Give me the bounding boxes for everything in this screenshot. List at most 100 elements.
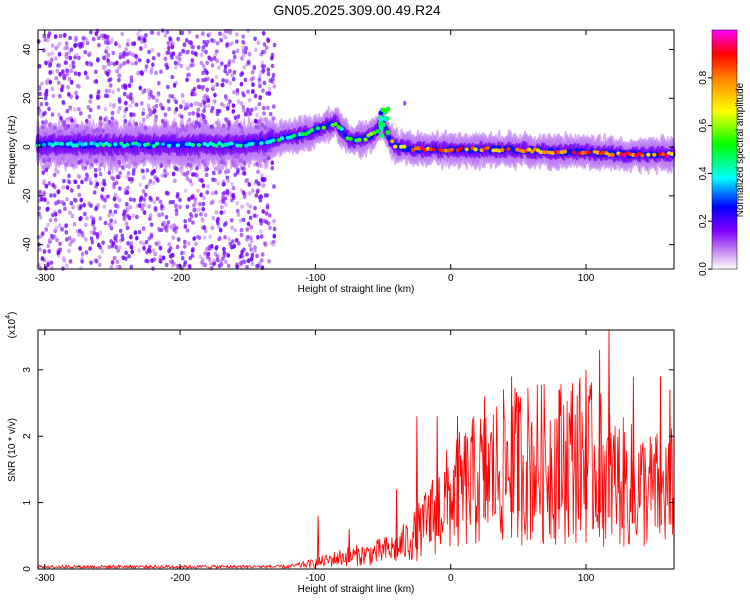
spectrogram-peak [375, 129, 380, 134]
spectrogram-noise-dot [88, 107, 93, 113]
spectrogram-noise-dot [131, 52, 135, 57]
spectrogram-noise-dot [48, 218, 53, 223]
spectrogram-noise-dot [265, 193, 270, 198]
spectrogram-noise-dot [111, 212, 115, 217]
snr-axes: -300 -200 -100 0 100 0 1 2 3 [22, 330, 674, 584]
spectrogram-noise-dot [67, 92, 71, 97]
spectrogram-noise-dot [155, 98, 159, 103]
spectrogram-noise-dot [228, 99, 232, 104]
spectrogram-noise-dot [149, 197, 153, 202]
spectrogram-noise-dot [126, 42, 130, 47]
spectrogram-noise-dot [68, 35, 72, 41]
spectrogram-noise-dot [73, 107, 77, 112]
spectrogram-noise-dot [58, 223, 62, 228]
spectrogram-noise-dot [239, 81, 244, 87]
spectrogram-noise-dot [228, 191, 233, 196]
spectrogram-noise-dot [103, 198, 107, 203]
spectrogram-y-tick-label: 40 [22, 44, 33, 56]
spectrogram-noise-dot [159, 69, 163, 74]
spectrogram-noise-dot [119, 63, 123, 68]
spectrogram-noise-dot [270, 160, 275, 166]
spectrogram-noise-dot [158, 258, 163, 264]
spectrogram-noise-dot [191, 45, 195, 50]
spectrogram-noise-dot [245, 252, 249, 257]
spectrogram-noise-dot [41, 170, 46, 175]
spectrogram-noise-dot [107, 245, 111, 250]
spectrogram-noise-dot [137, 248, 141, 253]
spectrogram-noise-dot [249, 247, 253, 252]
spectrogram-noise-dot [51, 235, 55, 240]
spectrogram-noise-dot [138, 203, 142, 208]
spectrogram-noise-dot [234, 237, 239, 243]
spectrogram-noise-dot [215, 257, 220, 263]
spectrogram-noise-dot [190, 182, 194, 187]
spectrogram-noise-dot [157, 213, 162, 218]
spectrogram-noise-dot [68, 55, 73, 61]
spectrogram-noise-dot [113, 236, 117, 241]
spectrogram-noise-dot [232, 90, 236, 95]
spectrogram-peak [586, 150, 591, 155]
spectrogram-noise-dot [68, 259, 73, 264]
spectrogram-noise-dot [253, 47, 258, 53]
spectrogram-noise-dot [272, 84, 277, 89]
spectrogram-noise-dot [58, 41, 62, 46]
spectrogram-noise-dot [105, 46, 110, 51]
spectrogram-noise-dot [115, 264, 120, 270]
spectrogram-noise-dot [85, 40, 90, 46]
spectrogram-noise-dot [232, 70, 237, 75]
spectrogram-noise-dot [46, 38, 50, 43]
spectrogram-noise-dot [246, 89, 250, 94]
spectrogram-noise-dot [158, 227, 162, 233]
spectrogram-noise-dot [92, 226, 97, 231]
spectrogram-noise-dot [220, 61, 224, 66]
snr-x-tick-label: 100 [578, 573, 595, 584]
spectrogram-peak [664, 153, 669, 158]
spectrogram-noise-dot [37, 63, 42, 69]
spectrogram-noise-dot [65, 71, 70, 77]
spectrogram-noise-dot [224, 96, 229, 101]
spectrogram-noise-dot [88, 165, 92, 170]
spectrogram-noise-dot [79, 266, 83, 271]
spectrogram-noise-dot [161, 28, 165, 33]
spectrogram-noise-dot [259, 234, 264, 239]
spectrogram-noise-dot [174, 106, 179, 112]
spectrogram-noise-dot [173, 229, 178, 234]
spectrogram-noise-dot [88, 246, 92, 252]
spectrogram-noise-dot [263, 241, 267, 246]
spectrogram-noise-dot [261, 209, 266, 214]
spectrogram-noise-dot [136, 32, 140, 37]
spectrogram-noise-dot [201, 206, 205, 212]
spectrogram-peak [125, 142, 130, 147]
spectrogram-noise-dot [96, 105, 101, 110]
colorbar-tick-label: 0.8 [698, 70, 709, 84]
spectrogram-noise-dot [181, 48, 185, 54]
spectrogram-noise-dot [214, 190, 218, 195]
spectrogram-noise-dot [262, 49, 267, 55]
spectrogram-noise-dot [148, 213, 153, 218]
spectrogram-noise-dot [70, 118, 74, 123]
spectrogram-noise-dot [155, 176, 159, 182]
spectrogram-noise-dot [110, 116, 115, 121]
spectrogram-noise-dot [187, 117, 192, 123]
spectrogram-noise-dot [195, 234, 200, 240]
spectrogram-noise-dot [102, 204, 107, 209]
spectrogram-noise-dot [214, 166, 218, 171]
spectrogram-noise-dot [200, 217, 204, 222]
spectrogram-noise-dot [241, 40, 245, 45]
spectrogram-noise-dot [210, 191, 215, 196]
spectrogram-peak [571, 150, 577, 155]
spectrogram-noise-dot [180, 93, 185, 98]
colorbar: 0.0 0.2 0.4 0.6 0.8 Normalized spectral ampl… [698, 29, 746, 276]
spectrogram-noise-dot [255, 112, 259, 118]
spectrogram-noise-dot [126, 59, 130, 64]
spectrogram-noise-dot [159, 102, 163, 108]
snr-spike [347, 529, 351, 562]
spectrogram-noise-dot [171, 51, 176, 57]
spectrogram-noise-dot [165, 29, 170, 35]
spectrogram-noise-dot [258, 261, 262, 266]
snr-spike [415, 416, 419, 550]
spectrogram-noise-dot [165, 171, 170, 177]
spectrogram-noise-dot [50, 58, 54, 63]
spectrogram-noise-dot [100, 249, 105, 254]
spectrogram-peak [357, 137, 362, 142]
